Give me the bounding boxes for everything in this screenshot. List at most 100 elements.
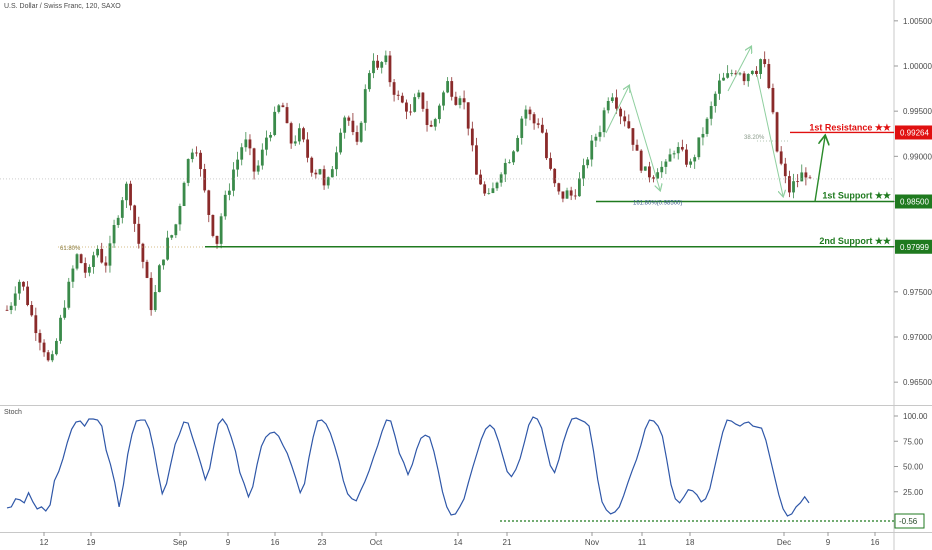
candle-body (627, 121, 631, 129)
candle-body (631, 128, 635, 145)
candle-body (13, 293, 17, 306)
candle-body (763, 59, 767, 65)
price-tick-label: 0.97000 (903, 333, 932, 342)
candle-body (256, 165, 260, 172)
candle-body (125, 183, 128, 201)
candle-body (203, 169, 207, 191)
candle-body (442, 92, 445, 106)
candle-body (248, 139, 252, 149)
candle-body (532, 114, 536, 124)
candle-body (693, 157, 697, 162)
candle-body (79, 254, 83, 264)
candle-body (199, 152, 202, 170)
candle-body (170, 235, 174, 238)
candle-body (372, 60, 375, 74)
candle-body (326, 177, 330, 186)
candle-body (166, 237, 169, 260)
candle-body (425, 108, 429, 125)
candle-body (347, 117, 351, 121)
candle-body (750, 70, 754, 74)
candle-body (804, 172, 808, 178)
candles-group (5, 50, 812, 363)
stoch-tick-label: 50.00 (903, 463, 924, 472)
candle-body (660, 166, 664, 173)
candle-body (577, 178, 581, 197)
candle-body (260, 149, 264, 166)
support-2-price-label: 0.97999 (900, 243, 929, 252)
resistance-1-price-label: 0.99264 (900, 128, 929, 137)
candle-body (182, 182, 186, 207)
candle-body (413, 97, 417, 112)
candle-body (746, 73, 750, 82)
candle-body (619, 108, 622, 117)
candle-body (722, 77, 725, 81)
candle-body (433, 119, 437, 127)
candle-body (232, 169, 235, 191)
candle-body (63, 307, 67, 318)
stoch-tick-label: 75.00 (903, 437, 924, 446)
candle-body (359, 122, 363, 142)
candle-body (409, 111, 412, 113)
candle-body (306, 139, 310, 158)
time-tick-label: Nov (585, 538, 599, 547)
candle-body (92, 255, 95, 267)
price-tick-label: 0.97500 (903, 288, 932, 297)
stoch-title: Stoch (4, 409, 22, 416)
candle-body (26, 286, 29, 306)
candle-body (796, 181, 800, 183)
candle-body (162, 259, 165, 266)
candle-body (664, 161, 668, 167)
candle-body (450, 81, 454, 97)
candle-body (726, 73, 730, 78)
candle-body (83, 263, 87, 273)
candle-body (310, 157, 314, 173)
candle-body (470, 128, 474, 146)
time-tick-label: 9 (226, 538, 231, 547)
candle-body (392, 82, 396, 95)
candle-body (783, 163, 787, 177)
candle-body (446, 81, 450, 93)
support-2-label: 2nd Support ★★ (819, 236, 892, 246)
candle-body (437, 105, 441, 120)
candle-body (273, 111, 277, 135)
candle-body (771, 87, 775, 113)
candle-body (487, 193, 491, 194)
candle-body (178, 206, 182, 225)
candle-body (800, 172, 804, 182)
candle-body (293, 141, 297, 144)
candle-body (330, 169, 334, 178)
candle-body (483, 184, 487, 194)
candle-body (672, 153, 676, 155)
candle-body (689, 161, 692, 165)
candle-body (223, 194, 227, 217)
time-tick-label: 16 (271, 538, 280, 547)
candle-body (635, 144, 639, 151)
candle-body (680, 146, 684, 150)
candle-body (5, 309, 9, 311)
fib-382-label: 38.20% (744, 135, 765, 141)
candle-body (755, 70, 758, 75)
candle-body (207, 190, 211, 215)
candle-body (376, 60, 380, 68)
candle-body (512, 151, 515, 163)
candle-body (318, 169, 322, 175)
candle-body (211, 214, 215, 236)
candle-body (75, 254, 79, 269)
candle-body (96, 248, 99, 256)
candle-body (590, 140, 594, 160)
candle-body (421, 92, 425, 109)
candle-body (186, 159, 190, 183)
stoch-tick-label: 25.00 (903, 488, 924, 497)
candle-body (240, 147, 244, 160)
candle-body (269, 134, 272, 138)
candle-body (405, 102, 408, 112)
candle-body (767, 64, 771, 88)
price-tick-label: 1.00500 (903, 17, 932, 26)
candle-body (697, 137, 701, 158)
candle-body (380, 62, 384, 68)
candle-body (22, 281, 25, 287)
candle-body (545, 132, 548, 159)
stoch-level-label: -0.56 (899, 517, 918, 526)
candle-body (499, 174, 503, 183)
candle-body (355, 132, 359, 142)
